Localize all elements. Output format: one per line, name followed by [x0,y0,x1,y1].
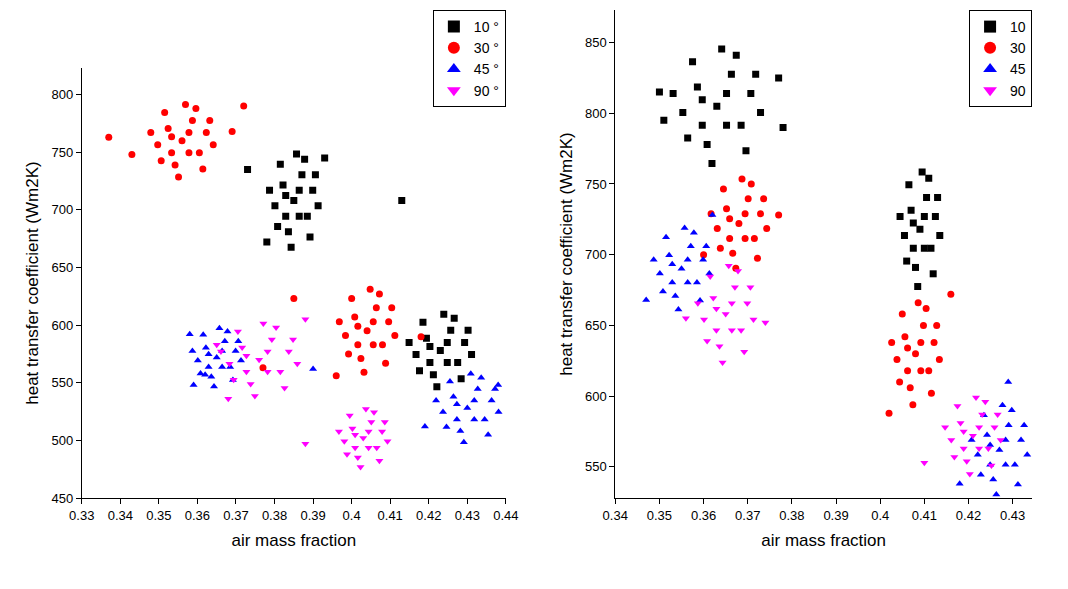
svg-text:650: 650 [51,260,73,275]
svg-text:750: 750 [585,177,607,192]
svg-text:550: 550 [51,375,73,390]
svg-text:0.4: 0.4 [871,508,889,523]
svg-text:0.4: 0.4 [343,508,361,523]
svg-text:0.44: 0.44 [493,508,518,523]
svg-text:0.34: 0.34 [603,508,628,523]
svg-text:0.43: 0.43 [1000,508,1025,523]
svg-text:45: 45 [1010,61,1026,77]
svg-text:0.33: 0.33 [69,508,94,523]
svg-text:550: 550 [585,459,607,474]
svg-text:850: 850 [585,35,607,50]
svg-text:500: 500 [51,433,73,448]
svg-text:0.37: 0.37 [223,508,248,523]
svg-text:90 °: 90 ° [474,83,499,99]
svg-text:0.39: 0.39 [300,508,325,523]
svg-text:800: 800 [51,87,73,102]
svg-text:45 °: 45 ° [474,61,499,77]
svg-text:600: 600 [51,318,73,333]
svg-text:90: 90 [1010,83,1026,99]
svg-text:450: 450 [51,491,73,506]
svg-text:0.41: 0.41 [912,508,937,523]
svg-text:0.37: 0.37 [735,508,760,523]
svg-text:0.34: 0.34 [108,508,133,523]
svg-text:0.41: 0.41 [378,508,403,523]
svg-text:0.38: 0.38 [262,508,287,523]
svg-text:air mass fraction: air mass fraction [231,531,356,550]
svg-text:10: 10 [1010,19,1026,35]
svg-text:650: 650 [585,318,607,333]
svg-text:heat transfer coefficient (Wm2: heat transfer coefficient (Wm2K) [557,132,576,375]
svg-text:0.42: 0.42 [416,508,441,523]
svg-text:0.42: 0.42 [956,508,981,523]
svg-text:600: 600 [585,389,607,404]
svg-text:700: 700 [51,202,73,217]
svg-text:0.35: 0.35 [647,508,672,523]
svg-text:700: 700 [585,247,607,262]
svg-text:30 °: 30 ° [474,40,499,56]
svg-text:air mass fraction: air mass fraction [761,531,886,550]
svg-text:0.36: 0.36 [185,508,210,523]
svg-text:0.35: 0.35 [146,508,171,523]
svg-text:30: 30 [1010,40,1026,56]
svg-text:0.38: 0.38 [779,508,804,523]
svg-text:750: 750 [51,145,73,160]
svg-text:10 °: 10 ° [474,19,499,35]
svg-text:0.39: 0.39 [823,508,848,523]
svg-text:800: 800 [585,106,607,121]
svg-text:heat transfer coefficient (Wm2: heat transfer coefficient (Wm2K) [23,161,42,404]
svg-text:0.36: 0.36 [691,508,716,523]
svg-text:0.43: 0.43 [455,508,480,523]
